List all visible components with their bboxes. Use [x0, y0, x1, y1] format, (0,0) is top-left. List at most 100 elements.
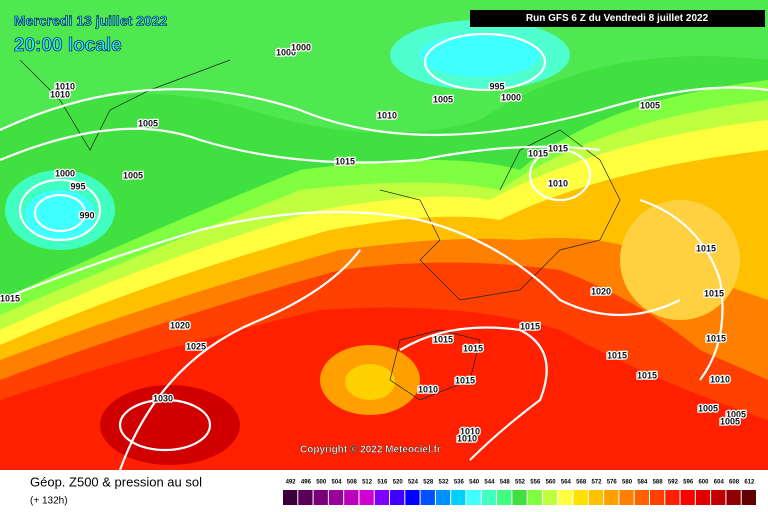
legend-swatch	[573, 490, 588, 505]
isobar-label: 1000	[501, 92, 521, 102]
legend-level: 536	[454, 480, 465, 486]
legend-level: 532	[439, 480, 450, 486]
legend-swatch	[741, 490, 756, 505]
isobar-label: 1020	[591, 286, 611, 296]
legend-level: 568	[576, 480, 587, 486]
isobar-label: 990	[79, 210, 94, 220]
legend-level: 580	[622, 480, 633, 486]
legend-swatch	[512, 490, 527, 505]
field-yellow-east	[620, 200, 740, 320]
legend-swatch	[374, 490, 390, 505]
legend-swatch	[665, 490, 680, 505]
isobar	[0, 86, 768, 137]
isobar-label: 1015	[0, 293, 20, 303]
isobar-label: 1015	[455, 375, 475, 385]
legend-level: 512	[362, 480, 373, 486]
run-info: Run GFS 6 Z du Vendredi 8 juillet 2022	[526, 13, 709, 24]
isobar	[639, 198, 724, 381]
legend-level: 524	[408, 480, 419, 486]
isobar-label: 1010	[50, 89, 70, 99]
legend-level: 504	[332, 480, 343, 486]
isobar-label: 1000	[276, 47, 296, 57]
legend-level: 588	[653, 480, 664, 486]
legend-level: 564	[561, 480, 572, 486]
legend-swatch	[359, 490, 374, 505]
legend-level: 544	[484, 480, 495, 486]
field-warm-core	[345, 364, 395, 400]
isobar-label: 1015	[696, 243, 716, 253]
coastline	[389, 329, 481, 401]
legend-level: 608	[729, 480, 740, 486]
isobar-label: 1005	[720, 416, 740, 426]
legend-level: 596	[683, 480, 694, 486]
legend-swatch	[390, 490, 405, 505]
legend-level: 552	[515, 480, 526, 486]
legend-swatch	[466, 490, 481, 505]
isobar-label: 1010	[377, 110, 397, 120]
legend-level: 540	[469, 480, 480, 486]
coastline	[19, 59, 231, 151]
legend-level: 560	[546, 480, 557, 486]
forecast-date: Mercredi 13 juillet 2022	[14, 13, 168, 29]
isobar-label: 995	[489, 81, 504, 91]
isobar	[118, 398, 212, 452]
isobar	[423, 32, 547, 92]
isobar-label: 1005	[640, 100, 660, 110]
run-box	[470, 10, 765, 27]
isobar-label: 1005	[138, 118, 158, 128]
copyright: Copyright © 2022 Meteociel.fr	[300, 445, 441, 456]
legend-level: 584	[637, 480, 648, 486]
isobar-label: 1015	[548, 143, 568, 153]
isobar	[0, 210, 681, 317]
isobar-label: 1015	[433, 334, 453, 344]
isobar	[118, 249, 361, 471]
legend-swatch	[604, 490, 619, 505]
footer-title: Géop. Z500 & pression au sol	[30, 474, 202, 489]
isobar	[528, 148, 592, 202]
isobar-label: 1015	[706, 333, 726, 343]
legend-level: 528	[423, 480, 434, 486]
legend-swatch	[527, 490, 542, 505]
isobar	[0, 127, 601, 164]
legend-level: 496	[301, 480, 312, 486]
field-cyan-core	[420, 33, 540, 77]
legend-swatch	[649, 490, 665, 505]
legend-swatch	[283, 490, 298, 505]
legend-swatch	[328, 490, 344, 505]
isobar-label: 1025	[186, 341, 206, 351]
legend-swatch	[405, 490, 420, 505]
isobar-label: 1015	[463, 343, 483, 353]
legend-swatch	[726, 490, 741, 505]
legend-swatch	[695, 490, 711, 505]
field-darkred	[100, 385, 240, 465]
legend-level: 604	[714, 480, 725, 486]
isobar-label: 1020	[170, 320, 190, 330]
legend-swatch	[298, 490, 313, 505]
legend-swatch	[313, 490, 328, 505]
isobar-label: 1005	[698, 403, 718, 413]
lead-time: (+ 132h)	[30, 496, 68, 507]
legend-level: 592	[668, 480, 679, 486]
legend-swatch	[680, 490, 695, 505]
legend-swatch	[497, 490, 512, 505]
legend-swatch	[711, 490, 726, 505]
isobar-label: 1015	[637, 370, 657, 380]
isobar-label: 1010	[418, 384, 438, 394]
legend-swatch	[344, 490, 359, 505]
isobar	[399, 326, 548, 461]
legend-swatch	[420, 490, 435, 505]
legend-level: 520	[393, 480, 404, 486]
legend-swatch	[634, 490, 649, 505]
isobar-label: 1000	[291, 42, 311, 52]
isobar-label: 1030	[153, 393, 173, 403]
legend-level: 516	[377, 480, 388, 486]
forecast-time: 20:00 locale	[14, 35, 122, 56]
isobar-label: 1000	[55, 168, 75, 178]
isobar	[18, 178, 102, 242]
legend-swatch	[588, 490, 604, 505]
legend-level: 548	[500, 480, 511, 486]
legend-swatch	[558, 490, 573, 505]
isobar-label: 1010	[457, 433, 477, 443]
